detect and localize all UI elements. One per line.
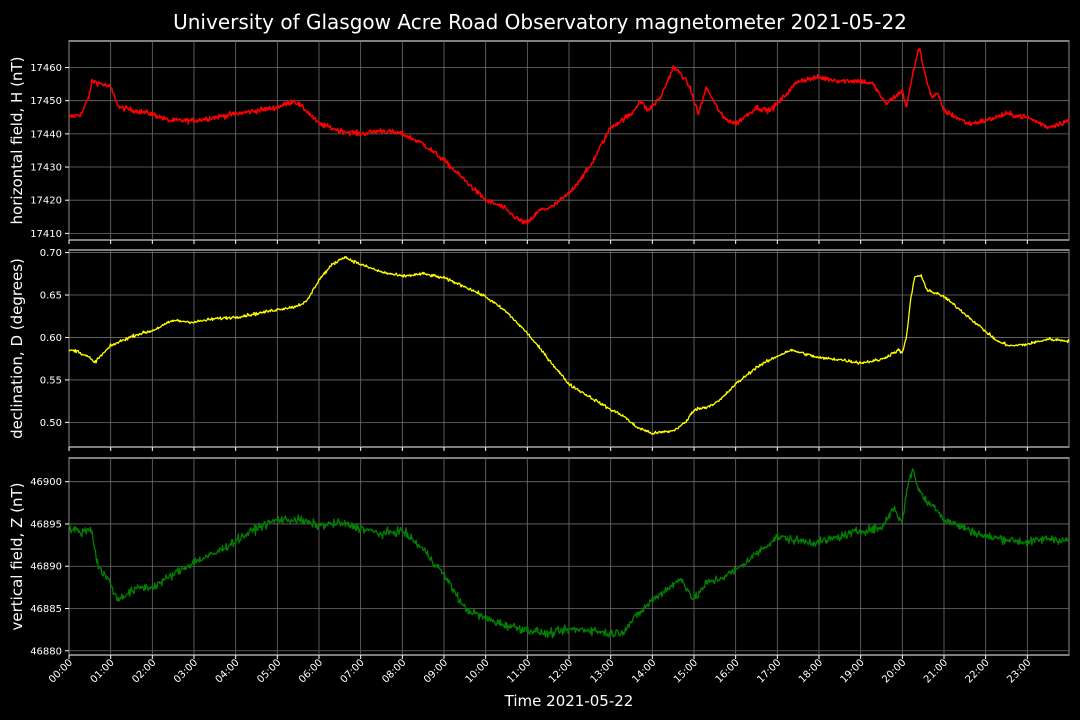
series-line — [68, 468, 1070, 639]
panel-1: 17410 17420 17430 17440 17450 17460 horizontal… — [8, 40, 1070, 244]
y-tick-label: 0.70 — [40, 248, 62, 259]
y-tick-label: 0.60 — [40, 333, 62, 344]
y-tick-label: 17410 — [30, 229, 62, 240]
y-tick-label: 46890 — [30, 562, 62, 573]
x-axis-label: Time 2021-05-22 — [504, 692, 634, 710]
series-line — [68, 47, 1070, 225]
y-tick-label: 17460 — [30, 63, 62, 74]
panels-group: 17410 17420 17430 17440 17450 17460 horizontal… — [8, 40, 1070, 659]
panel-3: 46880 46885 46890 46895 46900 vertical field,… — [8, 457, 1070, 659]
panel-2: 0.50 0.55 0.60 0.65 0.70 declination, D (degr… — [8, 248, 1070, 451]
y-tick-label: 0.65 — [40, 291, 62, 302]
y-tick-label: 46895 — [30, 519, 62, 530]
y-tick-label: 0.50 — [40, 418, 62, 429]
chart-title: University of Glasgow Acre Road Observat… — [173, 10, 907, 34]
y-tick-label: 17430 — [30, 163, 62, 174]
y-tick-label: 46880 — [30, 646, 62, 657]
y-tick-label: 46885 — [30, 604, 62, 615]
y-tick-label: 0.55 — [40, 375, 62, 386]
y-tick-label: 46900 — [30, 477, 62, 488]
y-axis-label: vertical field, Z (nT) — [8, 482, 26, 630]
y-tick-label: 17450 — [30, 96, 62, 107]
series-line — [68, 256, 1070, 435]
y-axis-label: horizontal field, H (nT) — [8, 57, 26, 225]
y-tick-label: 17420 — [30, 196, 62, 207]
y-axis-label: declination, D (degrees) — [8, 258, 26, 439]
y-tick-label: 17440 — [30, 129, 62, 140]
